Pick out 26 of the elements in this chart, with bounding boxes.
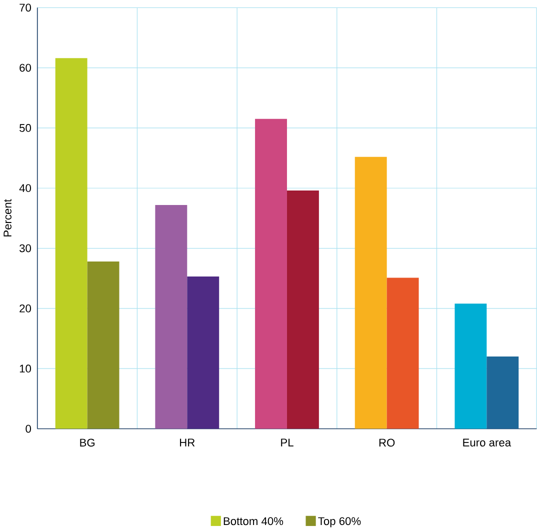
bar xyxy=(454,304,487,429)
legend-label: Top 60% xyxy=(318,517,361,528)
y-axis-title: Percent xyxy=(4,199,12,237)
bar xyxy=(255,119,287,429)
y-tick-label: 60 xyxy=(20,64,31,72)
x-tick-label: Euro area xyxy=(463,438,512,447)
y-tick-label: 10 xyxy=(20,364,31,373)
x-tick-label: HR xyxy=(180,438,195,447)
bar xyxy=(286,190,319,429)
x-tick-label: RO xyxy=(379,438,395,447)
legend-label: Bottom 40% xyxy=(224,517,284,526)
y-tick-label: 20 xyxy=(20,304,31,313)
bar xyxy=(87,262,120,429)
bar xyxy=(486,356,519,429)
bar xyxy=(187,276,220,429)
bar xyxy=(155,205,188,429)
y-tick-label: 40 xyxy=(19,184,31,192)
bar xyxy=(354,156,387,429)
y-tick-label: 30 xyxy=(20,244,31,252)
x-tick-label: PL xyxy=(281,438,294,447)
y-tick-label: 0 xyxy=(26,424,31,433)
x-tick-label: BG xyxy=(80,438,94,447)
y-tick-label: 50 xyxy=(20,124,31,132)
bar xyxy=(55,58,88,429)
bar xyxy=(386,278,419,429)
y-tick-label: 70 xyxy=(20,4,31,12)
